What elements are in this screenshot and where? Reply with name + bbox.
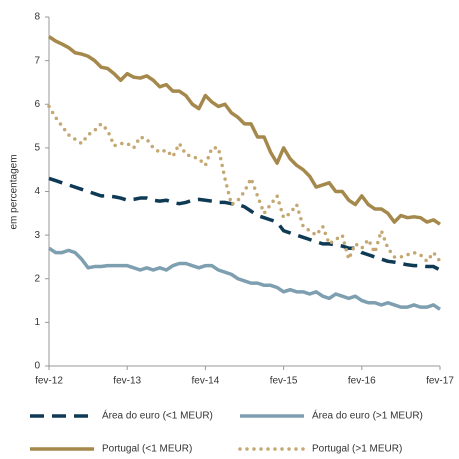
y-tick-label: 6 [34,99,40,110]
y-tick-label: 3 [34,230,40,241]
x-tick-label: fev-14 [192,376,220,387]
y-tick-label: 5 [34,143,40,154]
x-tick-label: fev-15 [270,376,298,387]
y-tick-label: 1 [34,317,40,328]
legend-label: Área do euro (<1 MEUR) [102,409,213,422]
series-line [48,176,441,272]
legend-label: Área do euro (>1 MEUR) [312,409,423,422]
y-axis-label: em percentagem [9,154,20,229]
x-tick-label: fev-17 [426,376,454,387]
series-line [47,104,442,264]
y-tick-label: 7 [34,55,40,66]
x-tick-label: fev-12 [35,376,63,387]
legend-label: Portugal (>1 MEUR) [312,444,402,455]
series-line [48,35,441,226]
legend-label: Portugal (<1 MEUR) [102,444,192,455]
y-tick-label: 4 [34,186,40,197]
y-tick-label: 8 [34,12,40,23]
series-line [48,246,441,311]
x-tick-label: fev-13 [113,376,141,387]
y-tick-label: 2 [34,273,40,284]
y-tick-label: 0 [34,361,40,372]
x-tick-label: fev-16 [348,376,376,387]
